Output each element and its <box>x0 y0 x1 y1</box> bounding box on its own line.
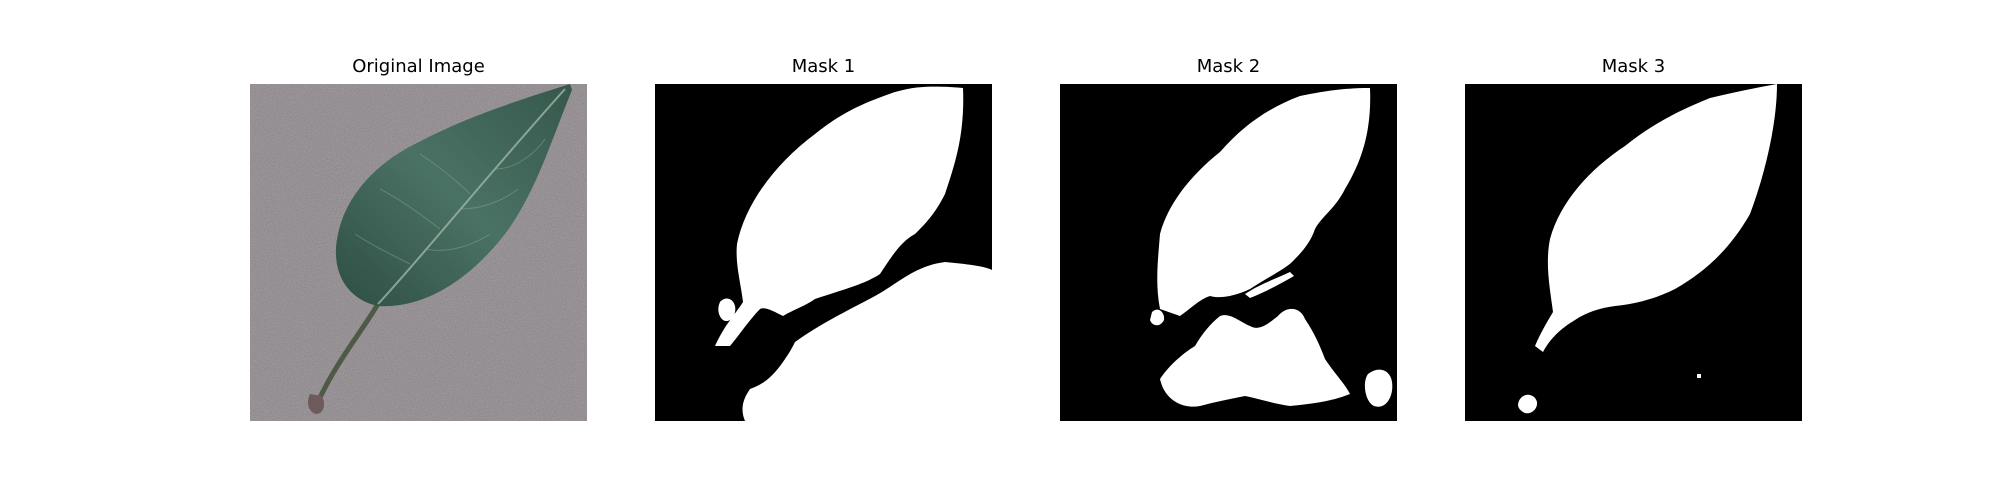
leaf-veins <box>354 138 546 265</box>
leaf-base <box>308 394 324 414</box>
panel-title: Original Image <box>352 56 485 77</box>
mask-3-image <box>1465 84 1802 421</box>
leaf-midrib <box>377 88 566 305</box>
mask-1-side-speck <box>718 298 736 322</box>
original-image <box>250 84 587 421</box>
original-image-panel: Original Image <box>250 56 587 421</box>
mask-1-image <box>655 84 992 421</box>
mask-2-panel: Mask 2 <box>1060 56 1397 421</box>
panel-title: Mask 2 <box>1196 56 1261 77</box>
leaf-stem <box>315 301 381 405</box>
mask-2-image <box>1060 84 1397 421</box>
mask-3-panel: Mask 3 <box>1465 56 1802 421</box>
panel-title: Mask 1 <box>791 56 856 77</box>
mask-2-right-speck <box>1364 369 1393 407</box>
leaf-blade <box>335 84 572 307</box>
mask-2-leaf-region <box>1157 88 1371 316</box>
mask-1-lower-region <box>742 262 992 421</box>
mask-1-panel: Mask 1 <box>655 56 992 421</box>
mask-2-bottom-blobs <box>1160 308 1350 407</box>
mask-1-leaf-region <box>715 86 964 347</box>
mask-3-bottom-speck <box>1518 394 1538 414</box>
mask-2-left-speck <box>1150 309 1165 326</box>
panel-title: Mask 3 <box>1601 56 1666 77</box>
mask-3-leaf-region <box>1535 84 1777 352</box>
mask-3-tiny-speck <box>1697 374 1701 378</box>
mask-2-streak <box>1245 272 1294 298</box>
